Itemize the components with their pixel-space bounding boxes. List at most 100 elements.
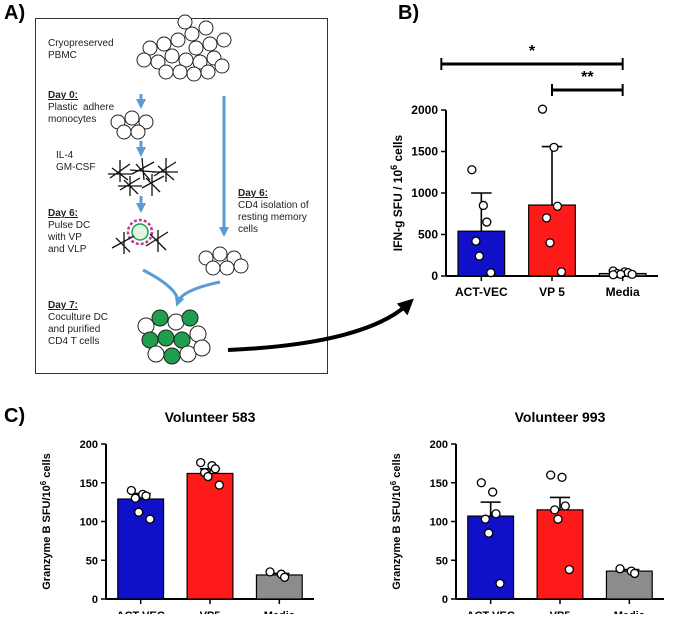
step-day7-text: Coculture DC and purified CD4 T cells: [48, 312, 109, 347]
y-tick-label: 200: [80, 439, 98, 451]
data-point: [480, 514, 490, 524]
x-tick-label: ACT-VEC: [467, 610, 515, 614]
data-point: [210, 464, 220, 474]
link-arrow-icon: [227, 298, 414, 352]
cd4-cells-icon: [198, 246, 249, 276]
workflow-arrows: [136, 94, 229, 307]
data-point: [484, 528, 494, 538]
monocytes-icon: [110, 110, 154, 140]
pulsed-dc-icon: [111, 218, 169, 254]
y-axis-label: Granzyme B SFU/106 cells: [39, 453, 54, 590]
y-tick-label: 0: [442, 594, 448, 606]
data-point: [488, 487, 498, 497]
step-day7-title: Day 7:: [48, 300, 79, 311]
x-tick-label: Media: [606, 285, 640, 299]
data-point: [564, 564, 574, 575]
data-point: [541, 213, 552, 223]
data-point: [550, 505, 560, 515]
data-point: [549, 142, 559, 152]
data-point: [126, 485, 136, 496]
step-pbmc-text: Cryopreserved PBMC: [48, 38, 114, 61]
data-point: [560, 501, 570, 511]
y-tick-label: 200: [430, 439, 448, 451]
step-day6-cd4: Day 6: CD4 isolation of resting memory c…: [238, 188, 309, 236]
y-tick-label: 500: [418, 228, 438, 242]
data-point: [615, 564, 625, 574]
chart-title: Volunteer 993: [515, 409, 606, 425]
step-cytokines-text: IL-4 GM-CSF: [56, 150, 96, 173]
step-day6-cd4-text: CD4 isolation of resting memory cells: [238, 200, 309, 235]
data-point: [478, 200, 488, 211]
data-point: [537, 104, 548, 114]
y-axis-label: IFN-g SFU / 106 cells: [389, 134, 405, 251]
x-tick-label: ACT-VEC: [117, 610, 165, 614]
data-point: [608, 270, 618, 280]
data-point: [145, 514, 155, 524]
panel-a-label: A): [4, 2, 26, 24]
bar: [605, 570, 653, 600]
step-day0-text: Plastic adhere monocytes: [48, 102, 115, 125]
step-day0-title: Day 0:: [48, 90, 79, 101]
y-tick-label: 1500: [411, 145, 438, 159]
y-tick-label: 100: [430, 517, 448, 529]
data-point: [552, 201, 563, 211]
step-day6-pulse: Day 6: Pulse DC with VP and VLP: [48, 208, 90, 256]
step-day0: Day 0: Plastic adhere monocytes: [48, 90, 114, 126]
significance-label: *: [529, 43, 536, 60]
chart-title: Volunteer 583: [165, 409, 256, 425]
ifn-chart: IFN-g SFU / 106 cells 0 500 1000 1500 2000 ACT…: [389, 43, 658, 299]
data-point: [134, 507, 144, 517]
data-point: [491, 509, 501, 519]
y-axis-label: Granzyme B SFU/106 cells: [389, 453, 404, 590]
y-axis-label-sup: 6: [39, 480, 48, 485]
y-tick-label: 0: [431, 269, 438, 283]
pbmc-cells-icon: [136, 14, 232, 82]
granzyme-chart-993: Volunteer 993 Granzyme B SFU/106 cells 0 50…: [389, 409, 664, 614]
y-axis-label-tail: cells: [391, 453, 403, 481]
data-point: [495, 578, 505, 589]
x-tick-label: VP5: [550, 610, 571, 614]
y-tick-label: 0: [92, 594, 98, 606]
x-tick-label: Media: [614, 610, 646, 614]
y-axis-label-sup: 6: [389, 480, 398, 485]
significance-label: **: [581, 69, 594, 86]
y-axis-label-sup: 6: [389, 165, 399, 170]
step-day6-pulse-text: Pulse DC with VP and VLP: [48, 220, 91, 255]
y-tick-label: 100: [80, 517, 98, 529]
x-tick-label: VP5: [200, 610, 221, 614]
y-axis-label-tail: cells: [391, 134, 405, 164]
y-axis-label-main: Granzyme B SFU/10: [391, 485, 403, 590]
y-tick-label: 1000: [411, 186, 438, 200]
data-point: [557, 472, 567, 482]
step-day6-pulse-title: Day 6:: [48, 208, 79, 219]
y-tick-label: 50: [436, 555, 448, 567]
data-point: [467, 165, 477, 175]
data-point: [486, 268, 496, 278]
y-tick-label: 150: [430, 478, 448, 490]
y-axis-label-tail: cells: [41, 453, 53, 481]
data-point: [203, 471, 213, 482]
data-point: [130, 493, 140, 503]
data-point: [553, 514, 563, 524]
x-tick-label: Media: [264, 610, 296, 614]
dendritic-cells-icon: [108, 157, 178, 196]
y-tick-label: 2000: [411, 103, 438, 117]
y-tick-label: 150: [80, 478, 98, 490]
data-point: [482, 217, 492, 227]
y-axis-label-main: IFN-g SFU / 10: [391, 170, 405, 252]
granzyme-chart-583: Volunteer 583 Granzyme B SFU/106 cells 0 50…: [39, 409, 314, 614]
data-point: [196, 457, 206, 468]
bar: [255, 574, 303, 600]
bar: [186, 472, 234, 600]
coculture-cells-icon: [137, 309, 211, 365]
panel-c-label: C): [4, 405, 26, 427]
data-point: [471, 236, 481, 246]
x-tick-label: VP 5: [539, 285, 565, 299]
data-point: [474, 251, 484, 261]
data-point: [630, 568, 640, 579]
data-point: [556, 267, 567, 277]
data-point: [141, 491, 151, 501]
data-point: [476, 478, 486, 488]
data-point: [627, 269, 637, 279]
